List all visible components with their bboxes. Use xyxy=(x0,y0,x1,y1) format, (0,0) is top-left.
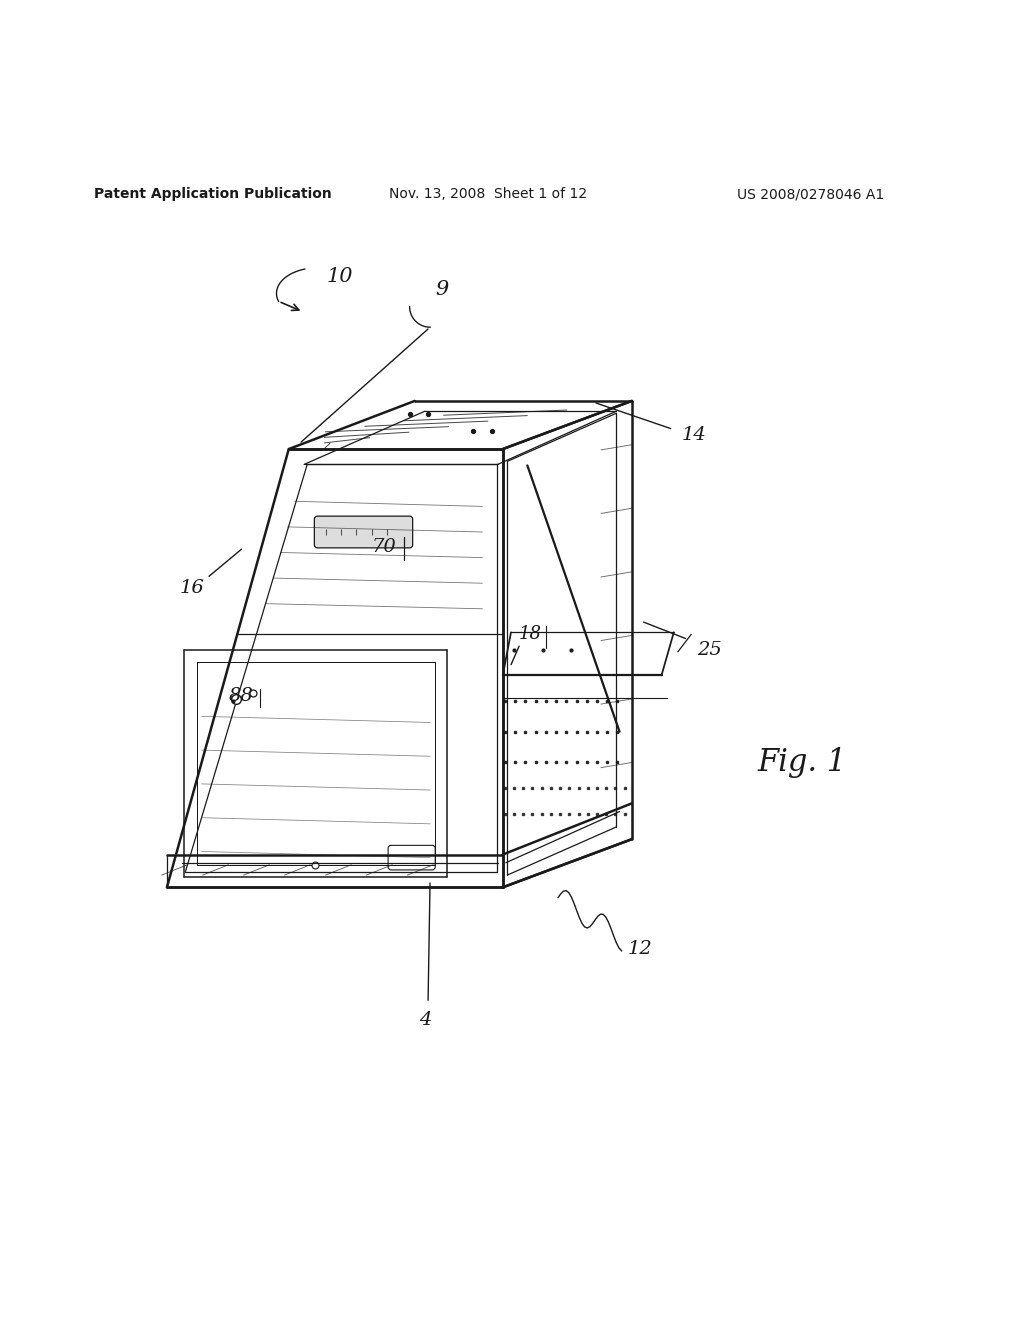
Text: Nov. 13, 2008  Sheet 1 of 12: Nov. 13, 2008 Sheet 1 of 12 xyxy=(389,187,587,201)
FancyBboxPatch shape xyxy=(314,516,413,548)
Text: 9: 9 xyxy=(436,280,449,298)
Text: 14: 14 xyxy=(682,426,707,444)
Text: Fig. 1: Fig. 1 xyxy=(758,747,847,777)
Text: 88: 88 xyxy=(228,686,253,705)
Text: 70: 70 xyxy=(372,539,396,556)
FancyBboxPatch shape xyxy=(388,845,435,870)
Text: 10: 10 xyxy=(327,267,353,285)
Text: 4: 4 xyxy=(419,1011,431,1030)
Text: Patent Application Publication: Patent Application Publication xyxy=(94,187,332,201)
Text: US 2008/0278046 A1: US 2008/0278046 A1 xyxy=(737,187,885,201)
Text: 25: 25 xyxy=(697,640,722,659)
Text: 12: 12 xyxy=(628,940,652,958)
Text: 18: 18 xyxy=(519,626,542,643)
Text: 16: 16 xyxy=(180,579,205,598)
